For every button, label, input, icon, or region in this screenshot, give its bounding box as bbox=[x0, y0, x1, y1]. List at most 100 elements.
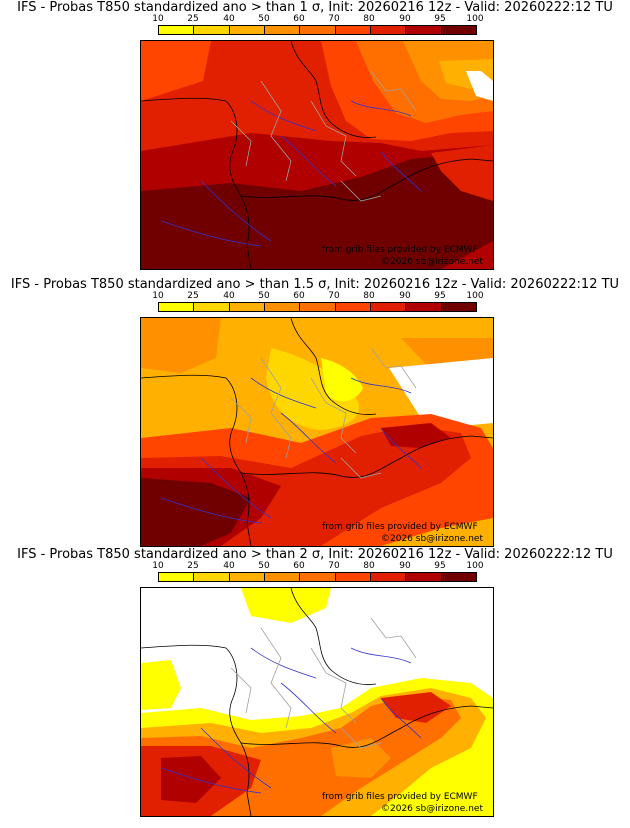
colorbar-tick: 10 bbox=[152, 291, 164, 301]
map-overlay bbox=[141, 318, 493, 546]
coastline bbox=[141, 644, 252, 816]
colorbar bbox=[158, 25, 477, 35]
colorbar-segment bbox=[264, 573, 301, 581]
colorbar-tick: 50 bbox=[258, 561, 270, 571]
prob-area bbox=[466, 71, 493, 101]
colorbar-segment bbox=[406, 573, 442, 581]
map-panel-2sigma: IFS - Probas T850 standardized ano > tha… bbox=[0, 547, 630, 817]
coastline bbox=[240, 158, 493, 201]
colorbar bbox=[158, 302, 477, 312]
colorbar-tick: 10 bbox=[152, 561, 164, 571]
colorbar-ticks: 10 25 40 50 60 70 80 90 95 100 bbox=[0, 14, 630, 24]
coastline bbox=[240, 705, 493, 748]
colorbar-tick: 100 bbox=[466, 561, 484, 571]
colorbar-tick: 50 bbox=[258, 14, 270, 24]
colorbar-tick: 80 bbox=[363, 14, 375, 24]
colorbar-tick: 40 bbox=[223, 14, 235, 24]
country-border bbox=[230, 357, 357, 459]
river bbox=[200, 377, 337, 519]
river bbox=[160, 100, 422, 247]
coastline bbox=[290, 588, 377, 685]
prob-area bbox=[266, 348, 360, 430]
colorbar-tick: 70 bbox=[328, 14, 340, 24]
colorbar-tick: 70 bbox=[328, 561, 340, 571]
prob-area bbox=[431, 145, 493, 201]
colorbar-tick: 40 bbox=[223, 561, 235, 571]
colorbar-segment bbox=[194, 573, 230, 581]
colorbar-tick: 90 bbox=[399, 561, 411, 571]
copyright-credit: ©2026 sb@irizone.net bbox=[381, 804, 483, 814]
colorbar-segment bbox=[300, 303, 336, 311]
colorbar-tick: 80 bbox=[363, 291, 375, 301]
colorbar-segment bbox=[370, 26, 407, 34]
colorbar-tick: 25 bbox=[187, 561, 199, 571]
country-border bbox=[340, 617, 417, 749]
colorbar bbox=[158, 572, 477, 582]
source-credit: from grib files provided by ECMWF bbox=[322, 522, 478, 532]
country-border bbox=[230, 80, 357, 182]
colorbar-segment bbox=[229, 303, 265, 311]
prob-area bbox=[381, 423, 451, 448]
colorbar-tick: 25 bbox=[187, 291, 199, 301]
colorbar-segment bbox=[406, 26, 442, 34]
map-canvas bbox=[141, 588, 493, 816]
prob-area bbox=[141, 41, 211, 101]
colorbar-ticks: 10 25 40 50 60 70 80 90 95 100 bbox=[0, 291, 630, 301]
river bbox=[200, 647, 337, 789]
colorbar-segment bbox=[229, 573, 265, 581]
map-overlay bbox=[141, 41, 493, 269]
colorbar-tick: 80 bbox=[363, 561, 375, 571]
colorbar-tick: 10 bbox=[152, 14, 164, 24]
coastline bbox=[141, 374, 252, 546]
colorbar-tick: 90 bbox=[399, 291, 411, 301]
prob-area bbox=[389, 358, 493, 426]
panel-title: IFS - Probas T850 standardized ano > tha… bbox=[17, 547, 613, 562]
prob-area bbox=[161, 756, 221, 803]
panel-title: IFS - Probas T850 standardized ano > tha… bbox=[17, 0, 613, 15]
prob-area bbox=[141, 660, 181, 710]
map-canvas bbox=[141, 41, 493, 269]
map-overlay bbox=[141, 588, 493, 816]
prob-area bbox=[141, 318, 221, 373]
colorbar-tick: 95 bbox=[434, 291, 446, 301]
colorbar-tick: 25 bbox=[187, 14, 199, 24]
colorbar-tick: 95 bbox=[434, 14, 446, 24]
prob-area bbox=[321, 358, 363, 402]
colorbar-segment bbox=[335, 26, 371, 34]
map-canvas bbox=[141, 318, 493, 546]
colorbar-ticks: 10 25 40 50 60 70 80 90 95 100 bbox=[0, 561, 630, 571]
country-border bbox=[340, 347, 417, 479]
map-panel-1-5sigma: IFS - Probas T850 standardized ano > tha… bbox=[0, 277, 630, 547]
colorbar-tick: 100 bbox=[466, 14, 484, 24]
colorbar-segment bbox=[441, 26, 476, 34]
colorbar-tick: 60 bbox=[293, 561, 305, 571]
colorbar-segment bbox=[159, 303, 195, 311]
river bbox=[160, 377, 422, 524]
coastline bbox=[240, 435, 493, 478]
probability-map: from grib files provided by ECMWF ©2026 … bbox=[140, 40, 494, 270]
prob-area bbox=[141, 478, 251, 546]
source-credit: from grib files provided by ECMWF bbox=[322, 245, 478, 255]
colorbar-tick: 100 bbox=[466, 291, 484, 301]
prob-area bbox=[381, 692, 451, 723]
colorbar-segment bbox=[441, 573, 476, 581]
colorbar-tick: 60 bbox=[293, 291, 305, 301]
colorbar-segment bbox=[264, 26, 301, 34]
panel-title: IFS - Probas T850 standardized ano > tha… bbox=[10, 277, 620, 292]
source-credit: from grib files provided by ECMWF bbox=[322, 792, 478, 802]
country-border bbox=[230, 627, 357, 729]
coastline bbox=[290, 41, 377, 138]
colorbar-segment bbox=[300, 573, 336, 581]
country-border bbox=[340, 70, 417, 202]
colorbar-segment bbox=[264, 303, 301, 311]
colorbar-segment bbox=[370, 573, 407, 581]
colorbar-tick: 50 bbox=[258, 291, 270, 301]
river bbox=[200, 100, 337, 242]
river bbox=[160, 647, 422, 794]
copyright-credit: ©2026 sb@irizone.net bbox=[381, 534, 483, 544]
colorbar-tick: 70 bbox=[328, 291, 340, 301]
colorbar-segment bbox=[194, 303, 230, 311]
colorbar-tick: 90 bbox=[399, 14, 411, 24]
colorbar-tick: 40 bbox=[223, 291, 235, 301]
colorbar-segment bbox=[335, 303, 371, 311]
